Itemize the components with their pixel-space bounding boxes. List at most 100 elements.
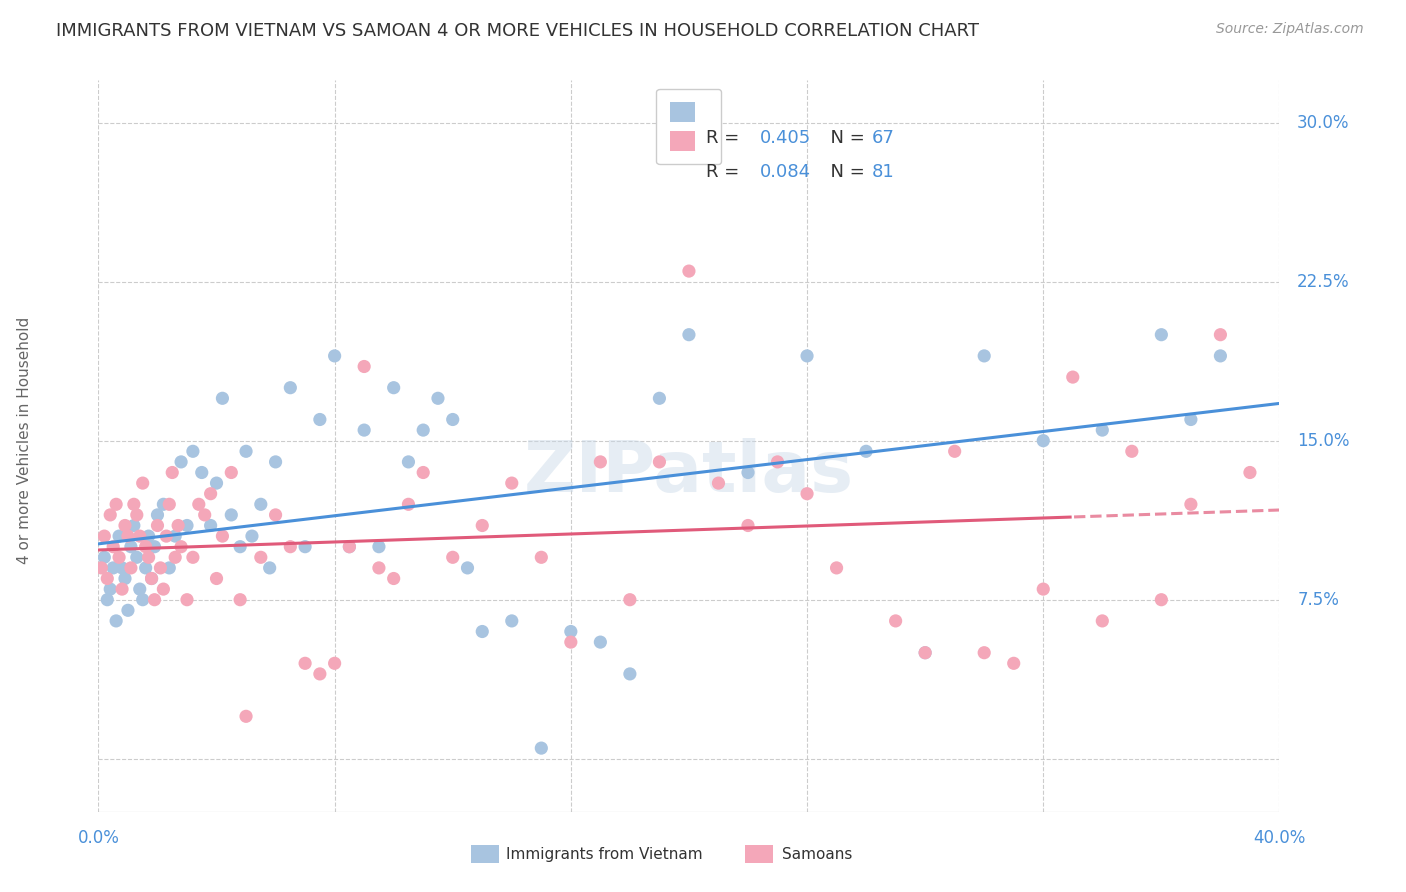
Point	[125, 508, 148, 522]
Point	[132, 592, 155, 607]
Point	[117, 603, 139, 617]
Point	[141, 572, 163, 586]
Point	[96, 572, 118, 586]
Point	[309, 412, 332, 426]
Text: 30.0%: 30.0%	[1298, 113, 1350, 132]
Point	[235, 444, 257, 458]
Point	[294, 540, 316, 554]
Point	[353, 359, 375, 374]
Point	[766, 455, 789, 469]
Point	[737, 466, 759, 480]
Point	[114, 572, 136, 586]
Point	[619, 667, 641, 681]
Point	[589, 455, 612, 469]
Point	[157, 497, 180, 511]
Point	[167, 518, 190, 533]
Point	[235, 709, 257, 723]
Point	[98, 582, 121, 596]
Text: N =: N =	[818, 129, 870, 147]
Point	[105, 497, 128, 511]
Point	[125, 550, 148, 565]
Point	[128, 529, 150, 543]
Point	[211, 392, 233, 406]
Point	[796, 349, 818, 363]
Point	[382, 572, 405, 586]
Point	[648, 455, 671, 469]
Point	[143, 540, 166, 554]
Text: 22.5%: 22.5%	[1298, 273, 1350, 291]
Point	[165, 550, 187, 565]
Point	[103, 561, 125, 575]
Text: Source: ZipAtlas.com: Source: ZipAtlas.com	[1216, 22, 1364, 37]
Point	[368, 540, 391, 554]
Text: 4 or more Vehicles in Household: 4 or more Vehicles in Household	[17, 317, 32, 565]
Point	[138, 529, 160, 543]
Point	[111, 582, 134, 596]
Point	[162, 466, 183, 480]
Point	[1209, 327, 1232, 342]
Text: ZIPatlas: ZIPatlas	[524, 438, 853, 507]
Text: Samoans: Samoans	[782, 847, 852, 862]
Point	[176, 592, 198, 607]
Text: 0.405: 0.405	[759, 129, 811, 147]
Point	[323, 349, 346, 363]
Point	[205, 476, 228, 491]
Point	[105, 614, 128, 628]
Point	[323, 657, 346, 671]
Point	[176, 518, 198, 533]
Text: 0.0%: 0.0%	[77, 829, 120, 847]
Point	[280, 540, 302, 554]
Point	[560, 635, 582, 649]
Point	[471, 624, 494, 639]
Text: N =: N =	[818, 163, 870, 181]
Point	[93, 550, 115, 565]
Point	[1062, 370, 1084, 384]
Point	[108, 550, 131, 565]
Point	[191, 466, 214, 480]
Point	[149, 561, 172, 575]
Point	[589, 635, 612, 649]
Point	[501, 476, 523, 491]
Point	[250, 550, 273, 565]
Point	[98, 508, 121, 522]
Point	[259, 561, 281, 575]
Point	[412, 466, 434, 480]
Point	[1002, 657, 1025, 671]
Point	[1150, 327, 1173, 342]
Point	[973, 349, 995, 363]
Point	[398, 455, 420, 469]
Point	[943, 444, 966, 458]
Point	[1091, 423, 1114, 437]
Point	[1032, 582, 1054, 596]
Point	[441, 550, 464, 565]
Text: IMMIGRANTS FROM VIETNAM VS SAMOAN 4 OR MORE VEHICLES IN HOUSEHOLD CORRELATION CH: IMMIGRANTS FROM VIETNAM VS SAMOAN 4 OR M…	[56, 22, 979, 40]
Point	[1180, 497, 1202, 511]
Text: 7.5%: 7.5%	[1298, 591, 1339, 608]
Point	[211, 529, 233, 543]
Point	[152, 497, 174, 511]
Point	[1209, 349, 1232, 363]
Point	[914, 646, 936, 660]
Point	[194, 508, 217, 522]
Point	[146, 518, 169, 533]
Point	[1032, 434, 1054, 448]
Point	[855, 444, 877, 458]
Point	[240, 529, 263, 543]
Point	[1239, 466, 1261, 480]
Point	[796, 486, 818, 500]
Point	[120, 540, 142, 554]
Text: 81: 81	[872, 163, 896, 181]
Point	[93, 529, 115, 543]
Point	[382, 381, 405, 395]
Point	[143, 592, 166, 607]
Point	[170, 455, 193, 469]
Point	[229, 540, 252, 554]
Point	[181, 444, 204, 458]
Point	[264, 455, 287, 469]
Point	[135, 540, 157, 554]
Point	[737, 518, 759, 533]
Point	[165, 529, 187, 543]
Point	[825, 561, 848, 575]
Point	[122, 518, 145, 533]
Point	[1091, 614, 1114, 628]
